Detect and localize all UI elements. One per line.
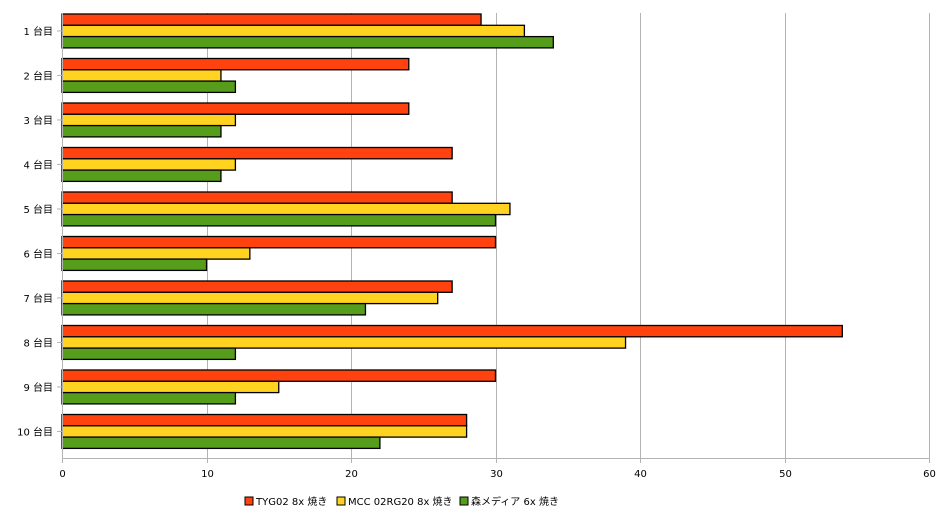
- bar-2-7: [61, 291, 439, 305]
- x-tick-label: 10: [201, 469, 214, 480]
- x-tick-label: 20: [345, 469, 358, 480]
- legend: TYG02 8x 焼き MCC 02RG20 8x 焼き 森メディア 6x 焼き: [244, 495, 559, 508]
- bar-2-2: [61, 69, 222, 82]
- bar-1-7: [61, 280, 453, 293]
- y-tick-label: 10 台目: [17, 425, 53, 438]
- y-tick-label: 9 台目: [23, 381, 53, 394]
- bars: [61, 13, 843, 450]
- bar-3-10: [61, 436, 381, 450]
- gridlines: [207, 13, 930, 458]
- legend-swatch-1: [244, 496, 254, 506]
- legend-label-2: MCC 02RG20 8x 焼き: [348, 496, 453, 508]
- x-tick-label: 60: [923, 469, 936, 480]
- bar-2-4: [61, 158, 237, 171]
- legend-swatch-3: [459, 496, 469, 506]
- bar-1-5: [61, 191, 453, 204]
- y-tick-label: 4 台目: [23, 158, 53, 171]
- bar-2-9: [61, 380, 280, 394]
- bar-2-3: [61, 113, 237, 127]
- axes: 0 10 20 30 40 50 60 1 台目 2 台目 3 台目 4 台目 5 台目 6 台目 7 台…: [17, 13, 936, 480]
- y-tick-label: 1 台目: [23, 25, 53, 38]
- bar-3-8: [61, 347, 237, 361]
- y-tick-label: 2 台目: [23, 69, 53, 82]
- bar-1-2: [61, 57, 410, 71]
- x-tick-label: 50: [779, 469, 792, 480]
- legend-label-3: 森メディア 6x 焼き: [471, 495, 559, 508]
- bar-2-10: [61, 425, 468, 438]
- bar-3-9: [61, 391, 237, 405]
- x-tick-label: 0: [59, 469, 65, 480]
- bar-3-2: [61, 80, 237, 94]
- legend-swatch-2: [336, 496, 346, 506]
- bar-1-9: [61, 369, 497, 382]
- bar-3-3: [61, 124, 222, 138]
- bar-1-3: [61, 102, 410, 115]
- y-tick-label: 6 台目: [23, 247, 53, 260]
- bar-1-6: [61, 235, 497, 249]
- bar-1-10: [61, 413, 468, 427]
- bar-3-4: [61, 169, 222, 183]
- bar-2-8: [61, 336, 627, 349]
- bar-2-1: [61, 24, 526, 38]
- y-tick-label: 5 台目: [23, 203, 53, 216]
- bar-1-8: [61, 324, 843, 338]
- legend-label-1: TYG02 8x 焼き: [255, 496, 327, 508]
- y-tick-label: 7 台目: [23, 292, 53, 305]
- bar-3-5: [61, 213, 497, 227]
- y-tick-label: 8 台目: [23, 336, 53, 349]
- bar-3-6: [61, 258, 208, 272]
- bar-3-1: [61, 35, 554, 49]
- bar-2-6: [61, 247, 251, 260]
- bar-3-7: [61, 302, 367, 316]
- x-tick-label: 30: [490, 469, 503, 480]
- x-tick-label: 40: [634, 469, 647, 480]
- bar-2-5: [61, 202, 511, 216]
- bar-1-4: [61, 146, 453, 160]
- y-tick-label: 3 台目: [23, 114, 53, 127]
- bar-1-1: [61, 13, 482, 26]
